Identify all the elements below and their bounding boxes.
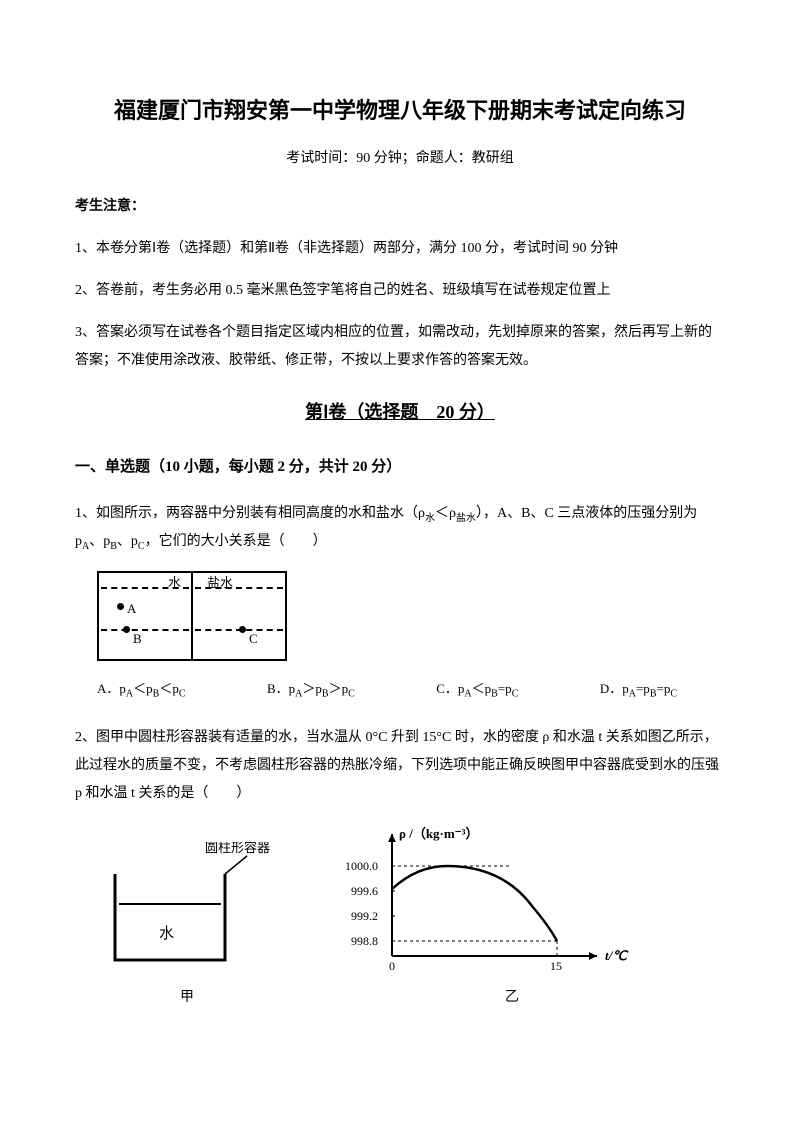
q1-optD-s1: A bbox=[629, 689, 636, 700]
q1-text-a: 1、如图所示，两容器中分别装有相同高度的水和盐水（ρ bbox=[75, 506, 425, 521]
q1-option-a: A．pA＜pB＜pC bbox=[97, 677, 186, 704]
q1-sub-c: C bbox=[138, 541, 145, 552]
question-2: 2、图甲中圆柱形容器装有适量的水，当水温从 0°C 升到 15°C 时，水的密度… bbox=[75, 724, 725, 808]
q1-fig-dash2 bbox=[101, 629, 189, 631]
q2-figure-a: 圆柱形容器 水 甲 bbox=[97, 842, 277, 1012]
exam-subtitle: 考试时间：90 分钟；命题人：教研组 bbox=[75, 146, 725, 173]
q1-fig-right: 盐水 C bbox=[193, 573, 285, 659]
q2b-xtick-1: 15 bbox=[550, 959, 562, 973]
q1-optC-s1: A bbox=[464, 689, 471, 700]
q1-figure: 水 A B 盐水 C bbox=[97, 571, 287, 661]
q1-fig-left: 水 A B bbox=[99, 573, 193, 659]
q1-optD-s3: C bbox=[670, 689, 677, 700]
q1-options: A．pA＜pB＜pC B．pA＞pB＞pC C．pA＜pB=pC D．pA=pB… bbox=[97, 677, 677, 704]
q2b-ytick-3: 998.8 bbox=[351, 934, 378, 948]
q1-optC-a: C．p bbox=[436, 681, 464, 696]
q1-fig-dot-b bbox=[123, 626, 130, 633]
q2b-xtick-0: 0 bbox=[389, 959, 395, 973]
q1-optA-b: ＜p bbox=[133, 681, 153, 696]
q1-optA-s3: C bbox=[179, 689, 186, 700]
q2b-ytick-1: 999.6 bbox=[351, 884, 378, 898]
q1-text-b: ＜ρ bbox=[435, 506, 456, 521]
q1-optA-a: A．p bbox=[97, 681, 126, 696]
q1-optD-a: D．p bbox=[600, 681, 629, 696]
q1-option-c: C．pA＜pB=pC bbox=[436, 677, 518, 704]
q1-optB-c: ＞p bbox=[329, 681, 349, 696]
notice-label: 考生注意： bbox=[75, 194, 725, 221]
q1-fig-label-c: C bbox=[249, 627, 258, 652]
notice-3: 3、答案必须写在试卷各个题目指定区域内相应的位置，如需改动，先划掉原来的答案，然… bbox=[75, 319, 725, 375]
notice-2: 2、答卷前，考生务必用 0.5 毫米黑色签字笔将自己的姓名、班级填写在试卷规定位… bbox=[75, 277, 725, 305]
q1-optC-s2: B bbox=[491, 689, 498, 700]
q2b-ytick-2: 999.2 bbox=[351, 909, 378, 923]
question-1: 1、如图所示，两容器中分别装有相同高度的水和盐水（ρ水＜ρ盐水），A、B、C 三… bbox=[75, 500, 725, 558]
q2-figures: 圆柱形容器 水 甲 ρ /（kg·m⁻³） t/℃ 1000.0 999.6 bbox=[97, 826, 725, 1012]
q1-optA-c: ＜p bbox=[159, 681, 179, 696]
q1-optB-a: B．p bbox=[267, 681, 295, 696]
q1-fig-water-label: 水 bbox=[168, 571, 181, 596]
q1-text-f: ，它们的大小关系是（ ） bbox=[145, 534, 327, 549]
q2b-caption: 乙 bbox=[407, 985, 617, 1012]
q1-sub-b: B bbox=[110, 541, 117, 552]
q1-fig-dot-c bbox=[239, 626, 246, 633]
q2b-ylabel: ρ /（kg·m⁻³） bbox=[399, 826, 478, 841]
q1-text-e: 、p bbox=[117, 534, 138, 549]
q2a-water-label: 水 bbox=[159, 925, 174, 942]
exam-title: 福建厦门市翔安第一中学物理八年级下册期末考试定向练习 bbox=[75, 90, 725, 132]
q1-text-d: 、p bbox=[89, 534, 110, 549]
q1-optC-s3: C bbox=[512, 689, 519, 700]
q1-sub-water: 水 bbox=[425, 512, 435, 523]
subsection-1: 一、单选题（10 小题，每小题 2 分，共计 20 分） bbox=[75, 453, 725, 482]
q2b-ytick-0: 1000.0 bbox=[345, 859, 378, 873]
q2-figure-b: ρ /（kg·m⁻³） t/℃ 1000.0 999.6 999.2 998.8… bbox=[337, 826, 617, 1012]
q1-option-b: B．pA＞pB＞pC bbox=[267, 677, 355, 704]
q1-fig-label-b: B bbox=[133, 627, 142, 652]
q1-fig-label-a: A bbox=[127, 597, 136, 622]
q1-optB-s2: B bbox=[322, 689, 329, 700]
q1-sub-salt: 盐水 bbox=[456, 512, 476, 523]
q1-optC-c: =p bbox=[498, 681, 512, 696]
q2a-caption: 甲 bbox=[97, 985, 277, 1012]
q1-option-d: D．pA=pB=pC bbox=[600, 677, 677, 704]
q1-fig-dot-a bbox=[117, 603, 124, 610]
q1-optB-b: ＞p bbox=[302, 681, 322, 696]
q2b-xlabel: t/℃ bbox=[605, 948, 629, 963]
q1-optD-b: =p bbox=[636, 681, 650, 696]
q1-fig-salt-label: 盐水 bbox=[207, 571, 233, 596]
q1-optC-b: ＜p bbox=[472, 681, 492, 696]
q1-optD-c: =p bbox=[656, 681, 670, 696]
q1-optB-s3: C bbox=[348, 689, 355, 700]
q2a-container-label: 圆柱形容器 bbox=[205, 842, 270, 855]
notice-1: 1、本卷分第Ⅰ卷（选择题）和第Ⅱ卷（非选择题）两部分，满分 100 分，考试时间… bbox=[75, 235, 725, 263]
section-1-header: 第Ⅰ卷（选择题 20 分） bbox=[75, 395, 725, 429]
